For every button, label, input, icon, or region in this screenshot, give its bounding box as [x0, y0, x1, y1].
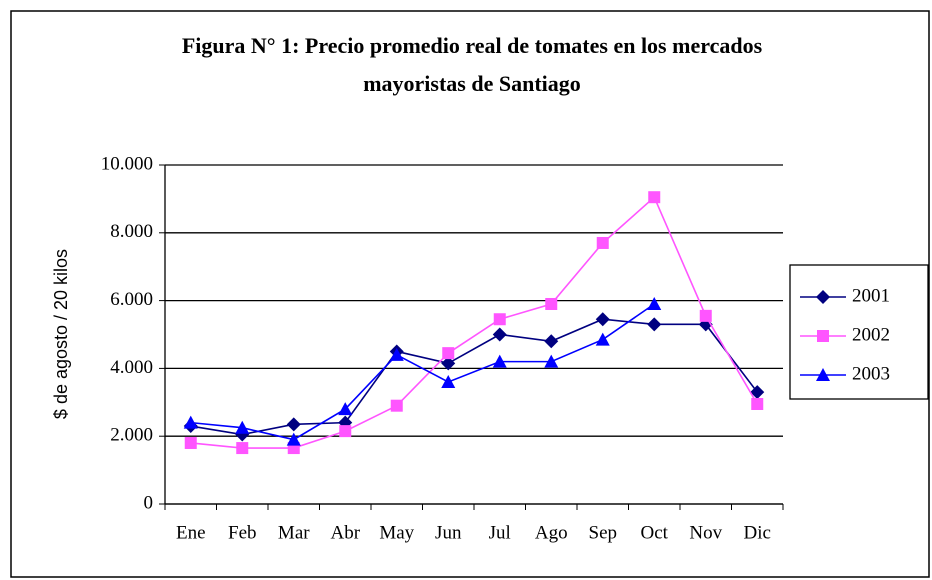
x-tick-label: Ene	[176, 522, 206, 543]
marker	[235, 420, 250, 434]
marker	[596, 236, 609, 249]
x-tick-label: Dic	[744, 522, 771, 543]
marker	[493, 313, 506, 326]
x-tick-label: May	[379, 522, 414, 543]
x-tick-label: Jul	[489, 522, 511, 543]
legend-label: 2002	[852, 324, 890, 345]
series-line	[190, 195, 758, 449]
y-tick-label: 8.000	[110, 221, 153, 242]
x-tick-label: Abr	[330, 522, 360, 543]
x-tick-label: Feb	[228, 522, 257, 543]
marker	[286, 432, 301, 446]
marker	[492, 354, 507, 368]
marker	[816, 368, 830, 381]
chart-title: Figura N° 1: Precio promedio real de tom…	[182, 33, 763, 58]
marker	[183, 415, 198, 429]
marker	[544, 334, 559, 349]
marker	[817, 330, 829, 342]
y-tick-label: 0	[144, 492, 154, 513]
marker	[286, 417, 301, 432]
x-tick-label: Sep	[589, 522, 618, 543]
marker	[389, 347, 404, 361]
legend-label: 2001	[852, 285, 890, 306]
marker	[339, 425, 352, 438]
marker	[595, 312, 610, 327]
series-line	[190, 318, 758, 436]
marker	[648, 191, 661, 204]
marker	[751, 397, 764, 410]
marker	[442, 347, 455, 360]
x-tick-label: Oct	[641, 522, 669, 543]
marker	[750, 385, 765, 400]
x-tick-label: Ago	[535, 522, 568, 543]
y-tick-label: 2.000	[110, 425, 153, 446]
marker	[544, 354, 559, 368]
series-line	[190, 303, 655, 441]
marker	[390, 399, 403, 412]
x-tick-label: Mar	[278, 522, 310, 543]
marker	[236, 442, 249, 455]
chart-frame	[10, 10, 930, 578]
marker	[647, 296, 662, 310]
marker	[816, 290, 830, 304]
marker	[595, 332, 610, 346]
marker	[699, 309, 712, 322]
chart-title: mayoristas de Santiago	[363, 71, 581, 96]
marker	[492, 327, 507, 342]
marker	[441, 356, 456, 371]
legend-label: 2003	[852, 363, 890, 384]
legend-box	[789, 264, 929, 400]
x-tick-label: Nov	[689, 522, 722, 543]
y-tick-label: 4.000	[110, 357, 153, 378]
marker	[545, 297, 558, 310]
marker	[441, 374, 456, 388]
x-tick-label: Jun	[435, 522, 462, 543]
y-tick-label: 10.000	[101, 153, 153, 174]
marker	[338, 402, 353, 416]
y-axis-label: $ de agosto / 20 kilos	[51, 249, 71, 419]
marker	[184, 436, 197, 449]
marker	[647, 317, 662, 332]
y-tick-label: 6.000	[110, 289, 153, 310]
